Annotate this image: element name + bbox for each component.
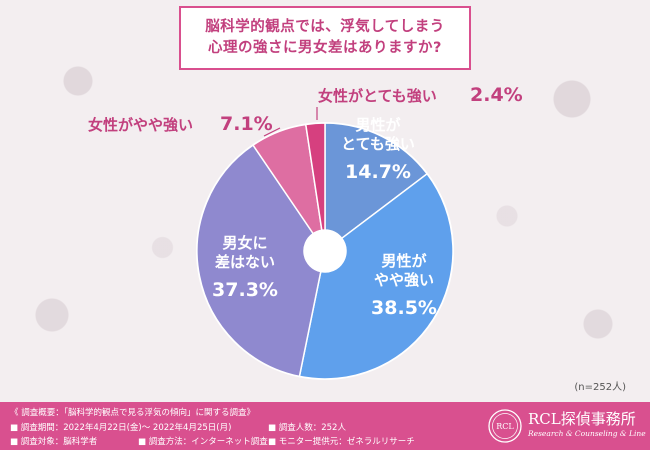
slice-4-label: 女性がやや強い [88,116,193,134]
slice-4-leader-line [263,127,281,137]
slice-3-value: 37.3% [212,279,278,301]
donut-chart: 男性がとても強い14.7%男性がやや強い38.5%男女に差はない37.3%女性が… [88,84,523,380]
company-name: RCL探偵事務所 [528,410,636,428]
title-line-1: 脳科学的観点では、浮気してしまう [205,19,445,35]
survey-period: ■ 調査期間：2022年4月22日(金)～ 2022年4月25日(月) [10,423,232,433]
donut-slice-1 [324,122,429,240]
company-tagline: Research & Counseling & Line [528,429,646,438]
slice-5-value: 2.4% [470,84,523,106]
slice-3-label-line-1: 男女に [222,234,267,252]
donut-slice-3 [196,144,322,378]
survey-footer: 《 調査概要：「脳科学的観点で見る浮気の傾向」に関する調査》 ■ 調査期間：20… [0,402,650,450]
survey-heading: 《 調査概要：「脳科学的観点で見る浮気の傾向」に関する調査》 [10,408,255,418]
donut-slice-5 [304,122,326,232]
survey-target: ■ 調査対象：脳科学者 [10,437,98,447]
slice-5-label: 女性がとても強い [318,87,437,105]
logo-mark-text: RCL [496,422,514,431]
slice-4-value: 7.1% [220,113,273,135]
slice-2-value: 38.5% [371,297,437,319]
slice-2-label-line-1: 男性が [381,252,427,270]
chart-title: 脳科学的観点では、浮気してしまう 心理の強さに男女差はありますか? [179,6,471,70]
title-line-2: 心理の強さに男女差はありますか? [208,40,442,56]
slice-2-label-line-2: やや強い [374,271,434,289]
survey-method: ■ 調査方法：インターネット調査 [138,437,268,447]
sample-size-note: (n=252人) [574,382,626,393]
survey-provider: ■ モニター提供元：ゼネラルリサーチ [268,437,415,447]
slice-1-label-line-2: とても強い [341,135,415,153]
company-logo-icon: RCL [488,409,522,443]
slice-1-label-line-1: 男性が [355,116,401,134]
donut-slice-2 [298,172,454,380]
survey-count: ■ 調査人数：252人 [268,423,346,433]
slice-1-value: 14.7% [345,161,411,183]
slice-3-label-line-2: 差はない [215,253,275,271]
